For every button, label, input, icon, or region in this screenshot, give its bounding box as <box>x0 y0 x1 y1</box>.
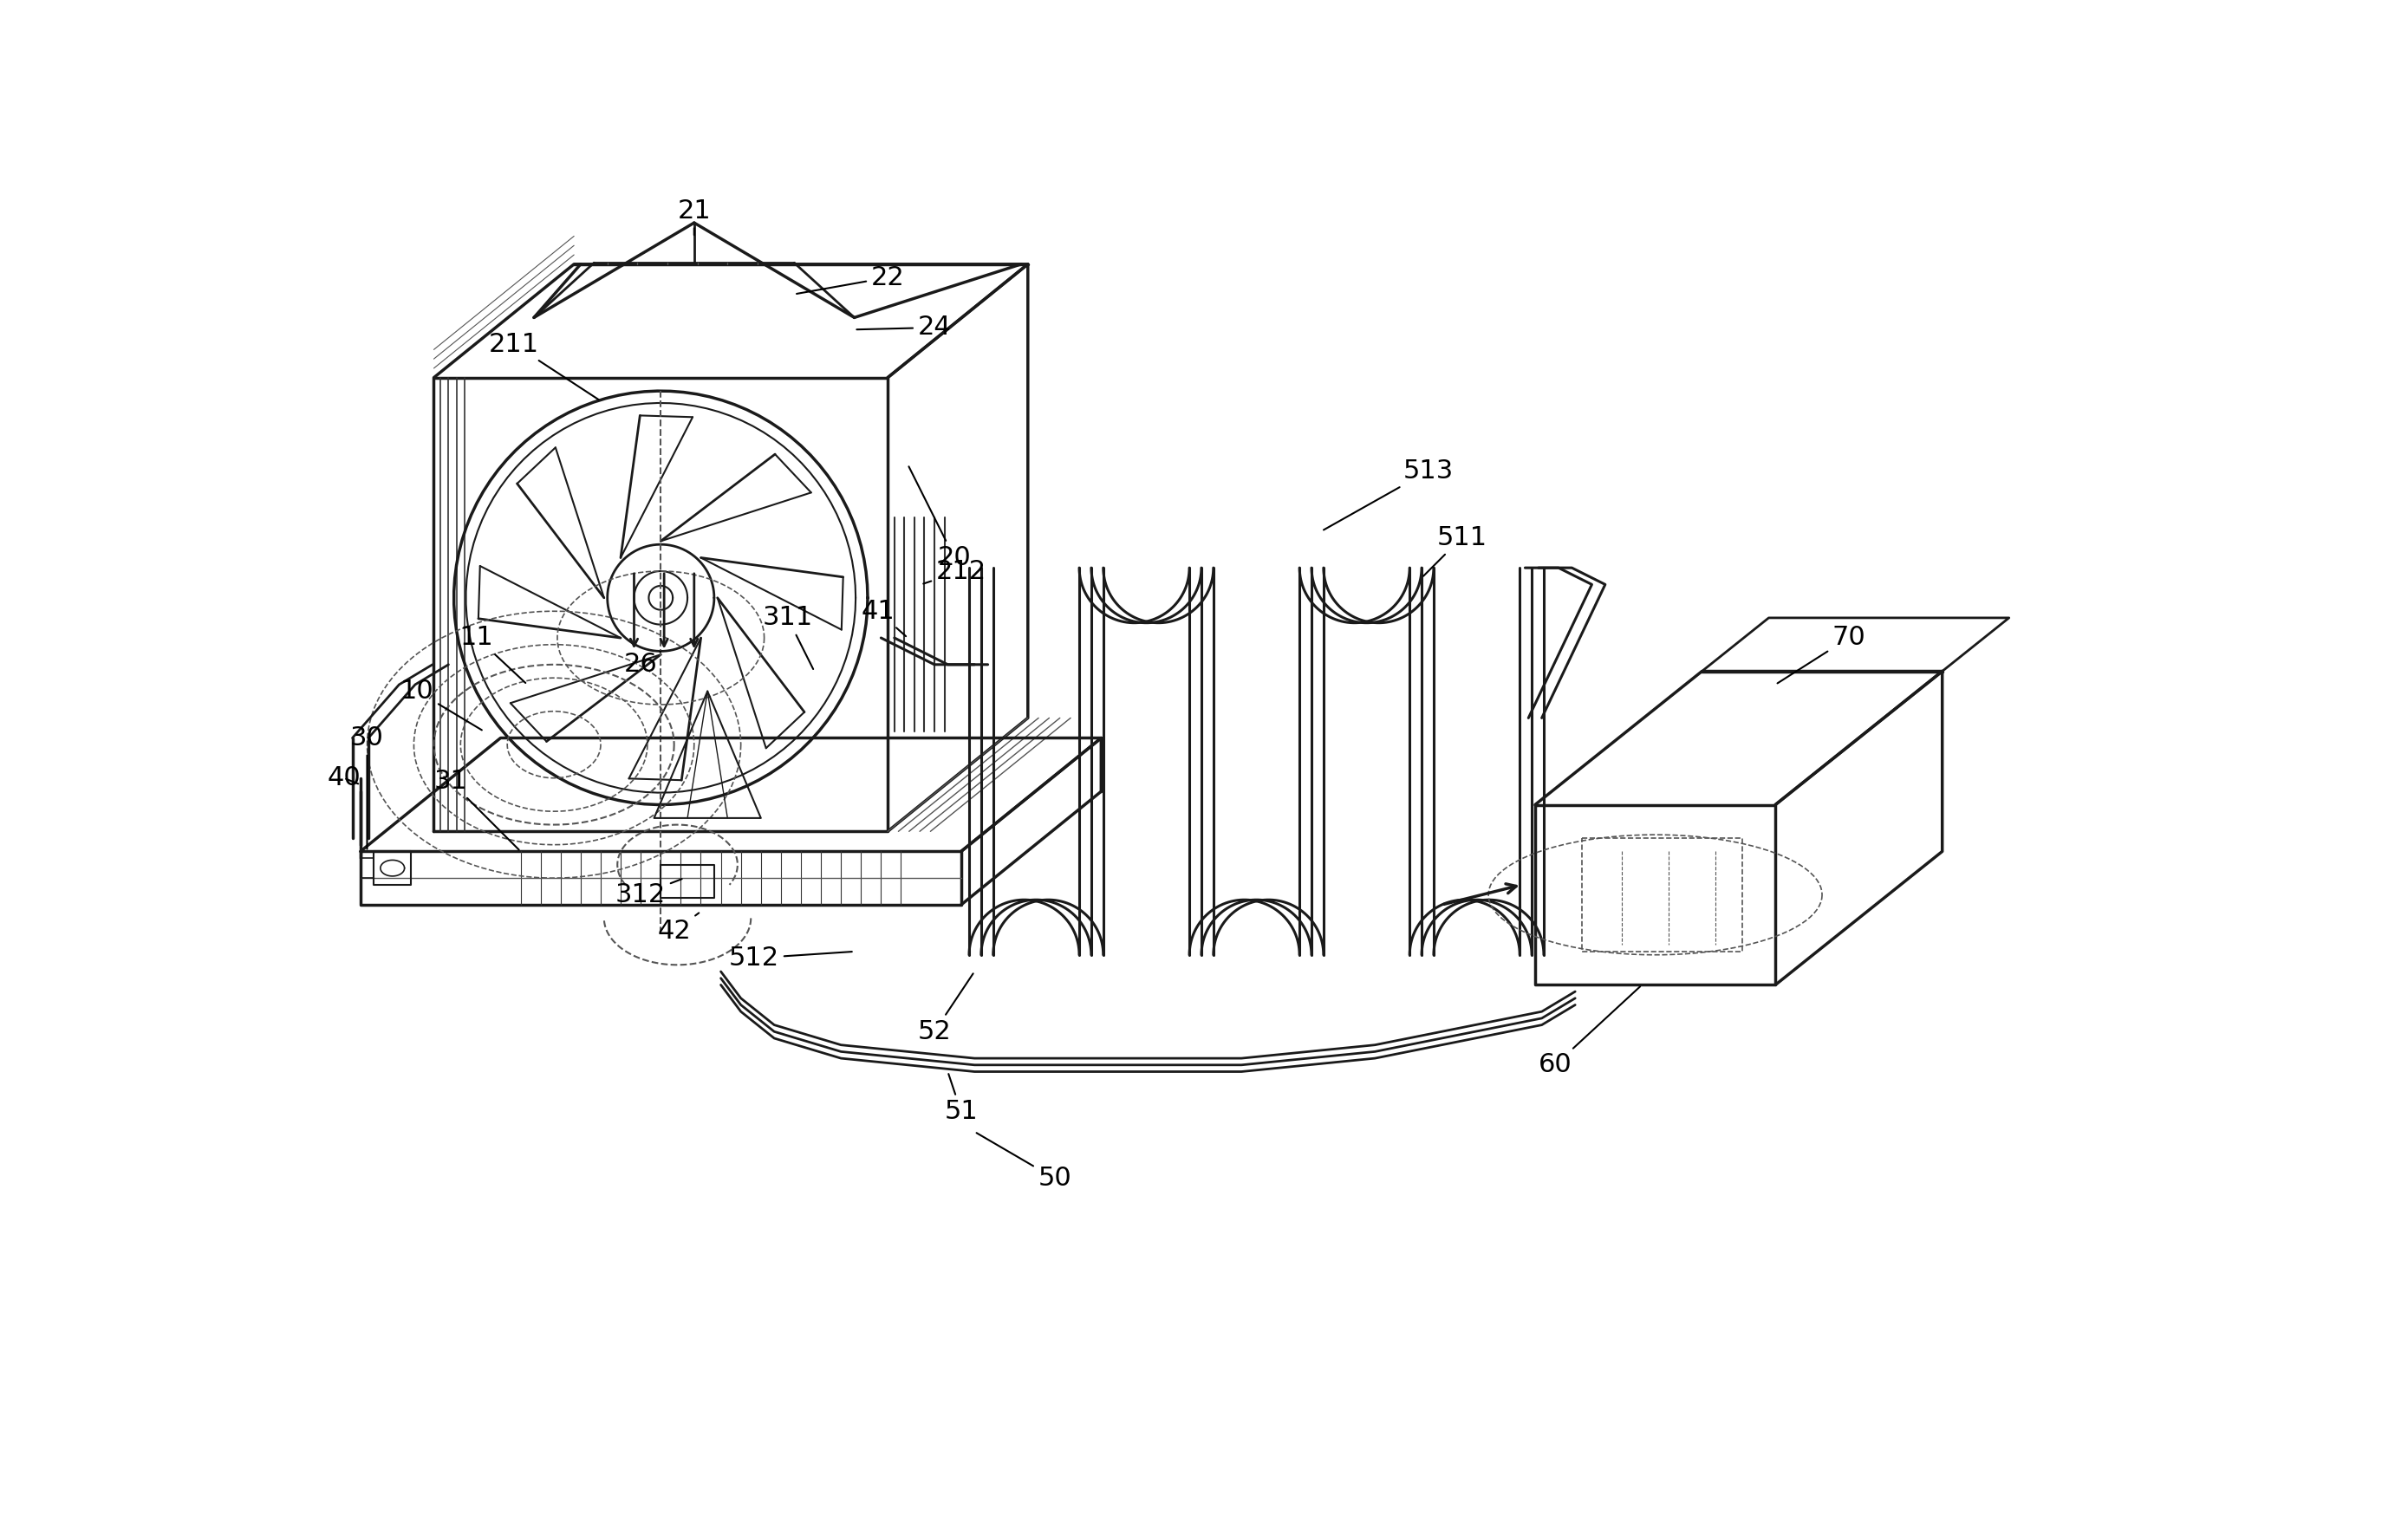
Text: 26: 26 <box>624 652 660 676</box>
Text: 31: 31 <box>433 769 518 850</box>
Text: 42: 42 <box>657 913 698 943</box>
Text: 24: 24 <box>857 314 951 341</box>
Text: 311: 311 <box>763 606 814 669</box>
Text: 211: 211 <box>489 331 600 400</box>
Text: 70: 70 <box>1777 626 1866 683</box>
Text: 512: 512 <box>730 945 852 971</box>
Text: 21: 21 <box>677 198 710 235</box>
Text: 20: 20 <box>908 466 970 571</box>
Text: 22: 22 <box>797 265 905 295</box>
Text: 312: 312 <box>616 879 681 907</box>
Text: 40: 40 <box>327 765 361 790</box>
Text: 60: 60 <box>1539 986 1640 1077</box>
Text: 52: 52 <box>917 974 973 1045</box>
Text: 30: 30 <box>349 726 383 848</box>
Text: 51: 51 <box>944 1074 978 1124</box>
Text: 513: 513 <box>1324 459 1454 529</box>
Text: 11: 11 <box>460 626 525 683</box>
Text: 212: 212 <box>922 558 987 584</box>
Text: 50: 50 <box>978 1134 1072 1190</box>
Text: 511: 511 <box>1423 525 1486 577</box>
Text: 10: 10 <box>400 678 482 730</box>
Text: 41: 41 <box>862 598 905 637</box>
